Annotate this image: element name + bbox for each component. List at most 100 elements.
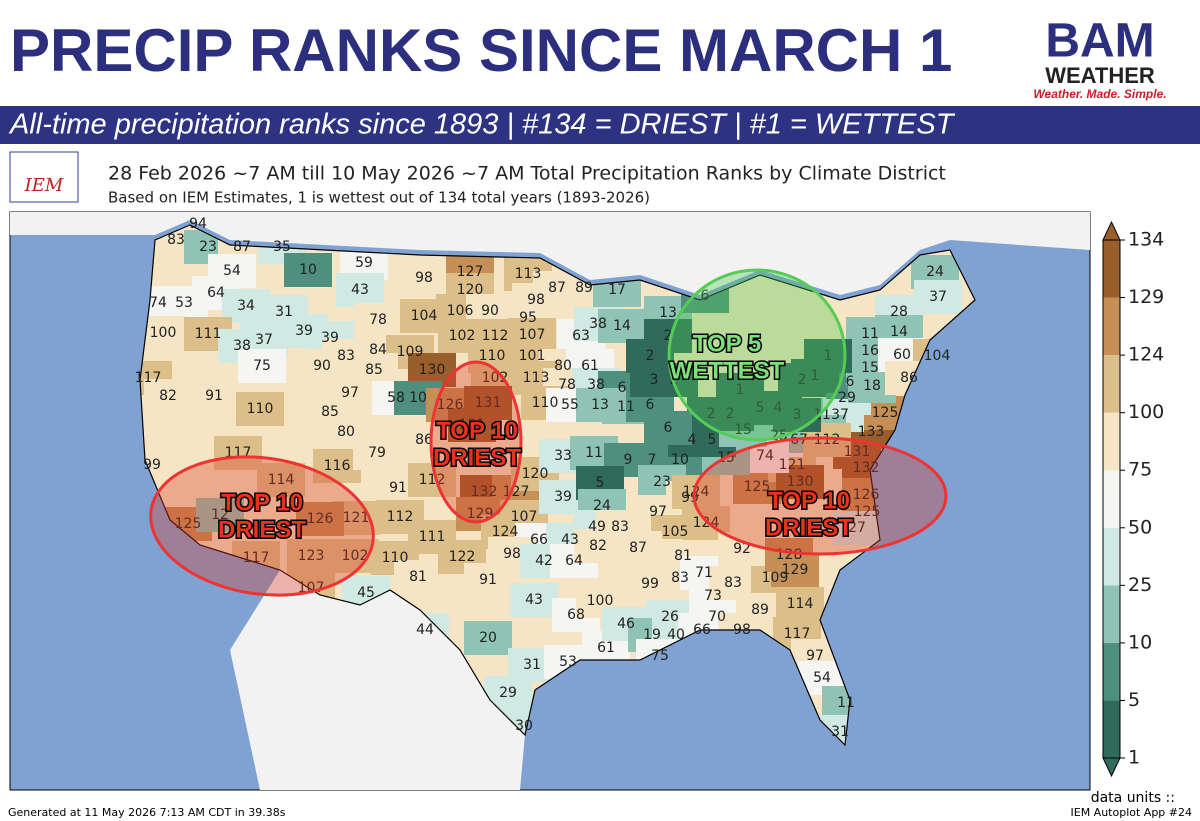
- district-rank: 20: [479, 630, 497, 646]
- district-rank: 13: [659, 305, 677, 321]
- annotation: TOP 5: [693, 330, 761, 357]
- district-rank: 132: [853, 460, 880, 476]
- mexico: [230, 570, 525, 790]
- district-rank: 94: [189, 216, 207, 232]
- district-rank: 91: [389, 480, 407, 496]
- district-rank: 97: [649, 504, 667, 520]
- district-rank: 14: [613, 318, 631, 334]
- district-rank: 27: [848, 520, 866, 536]
- district: [464, 621, 512, 655]
- district-rank: 114: [268, 472, 295, 488]
- district-rank: 133: [858, 424, 885, 440]
- district-rank: 90: [481, 303, 499, 319]
- wet-ellipse: [667, 268, 847, 442]
- district: [833, 511, 881, 545]
- district-rank: 16: [861, 343, 879, 359]
- us-outline: [139, 224, 976, 747]
- colorbar-tick-label: 1: [1128, 747, 1140, 769]
- logo-tagline: Weather. Made. Simple.: [1033, 87, 1166, 101]
- district: [644, 411, 692, 445]
- district-rank: 81: [409, 569, 427, 585]
- district-rank: 122: [449, 549, 476, 565]
- district-rank: 34: [237, 298, 255, 314]
- district-rank: 11: [837, 695, 855, 711]
- district-rank: 38: [587, 377, 605, 393]
- district-rank: 105: [662, 524, 689, 540]
- district: [336, 273, 384, 307]
- district-rank: 53: [175, 295, 193, 311]
- colorbar-tick-label: 50: [1128, 516, 1152, 538]
- district-rank: 120: [457, 282, 484, 298]
- district-rank: 126: [853, 487, 880, 503]
- district-rank: 121: [779, 457, 806, 473]
- district-rank: 43: [351, 282, 369, 298]
- district-rank: 70: [708, 609, 726, 625]
- annotation: TOP 10: [768, 487, 850, 514]
- district-rank: 111: [419, 529, 446, 545]
- district-rank: 82: [589, 538, 607, 554]
- district-rank: 111: [195, 326, 222, 342]
- district-rank: 98: [503, 546, 521, 562]
- district-rank: 92: [733, 541, 751, 557]
- logo-brand: BAM: [1045, 15, 1154, 68]
- district-rank: 74: [149, 295, 167, 311]
- district-rank: 81: [674, 548, 692, 564]
- annotation: WETTEST: [670, 357, 785, 384]
- district-rank: 17: [608, 282, 626, 298]
- dry-ellipse: [692, 436, 948, 556]
- district-rank: 44: [416, 622, 434, 638]
- district-rank: 79: [368, 445, 386, 461]
- district-rank: 5: [708, 432, 717, 448]
- district: [214, 436, 262, 470]
- district-rank: 5: [756, 400, 765, 416]
- district-rank: 102: [449, 328, 476, 344]
- district-rank: 28: [890, 304, 908, 320]
- district-rank: 113: [515, 266, 542, 282]
- district-rank: 89: [575, 280, 593, 296]
- district-rank: 131: [844, 444, 871, 460]
- district-rank: 87: [233, 239, 251, 255]
- district-rank: 112: [482, 328, 509, 344]
- district-rank: 11: [585, 445, 603, 461]
- district-rank: 124: [683, 484, 710, 500]
- annotation: DRIEST: [218, 516, 306, 543]
- district-rank: 104: [411, 308, 438, 324]
- district-rank: 3: [650, 372, 659, 388]
- canada: [10, 212, 1090, 295]
- district-rank: 106: [447, 303, 474, 319]
- district-rank: 110: [247, 401, 274, 417]
- district-rank: 131: [475, 395, 502, 411]
- district-rank: 66: [530, 532, 548, 548]
- district-rank: 117: [243, 550, 270, 566]
- colorbar-arrow: [1102, 757, 1121, 778]
- district-rank: 124: [492, 524, 519, 540]
- district-rank: 112: [387, 509, 414, 525]
- district-rank: 53: [559, 654, 577, 670]
- district-rank: 10: [671, 452, 689, 468]
- district: [771, 553, 819, 587]
- district-rank: 74: [756, 448, 774, 464]
- district-rank: 54: [813, 670, 831, 686]
- district: [448, 408, 496, 442]
- district-rank: 60: [893, 347, 911, 363]
- district-rank: 49: [588, 519, 606, 535]
- footer-right: IEM Autoplot App #24: [1071, 806, 1193, 819]
- district-rank: 83: [724, 575, 742, 591]
- district-rank: 63: [572, 328, 590, 344]
- colorbar-tick-label: 129: [1128, 286, 1164, 308]
- district-rank: 1: [824, 348, 833, 364]
- district-rank: 59: [355, 255, 373, 271]
- district-rank: 15: [861, 360, 879, 376]
- district-rank: 86: [415, 432, 433, 448]
- highlights: [149, 268, 948, 597]
- district-rank: 109: [762, 570, 789, 586]
- district-rank: 1: [811, 368, 820, 384]
- district: [716, 373, 764, 407]
- district: [354, 303, 402, 337]
- units: data units ::: [1091, 790, 1175, 806]
- district-rank: 110: [532, 395, 559, 411]
- district: [326, 376, 374, 410]
